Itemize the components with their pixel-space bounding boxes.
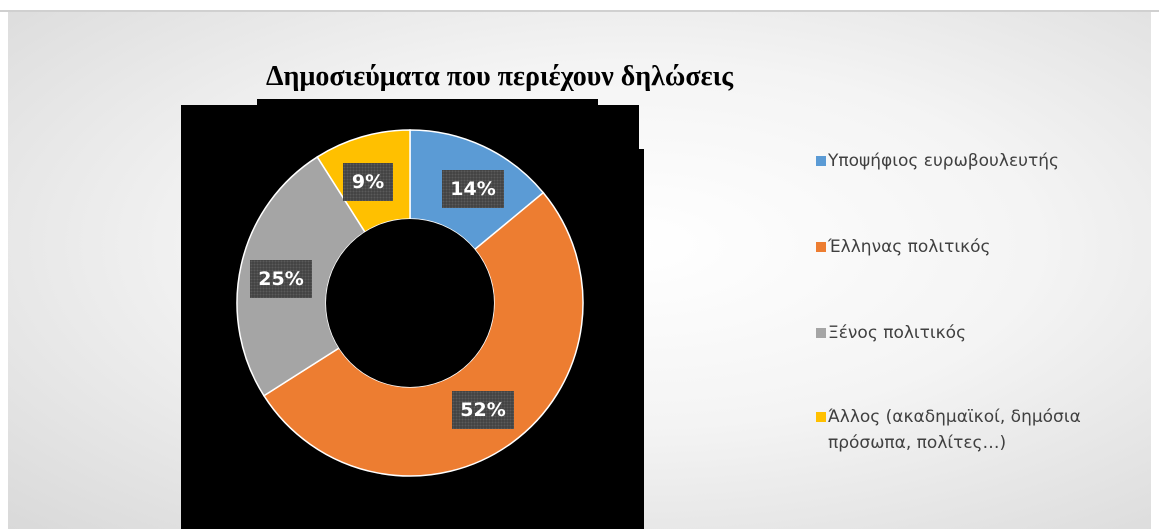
legend-swatch — [816, 328, 826, 338]
legend-swatch — [816, 412, 826, 422]
legend-entry: Άλλος (ακαδημαϊκοί, δημόσια πρόσωπα, πολ… — [816, 404, 1146, 456]
legend-entry: Ξένος πολιτικός — [816, 320, 1146, 346]
legend-entry: Υποψήφιος ευρωβουλευτής — [816, 148, 1146, 174]
legend-label: Άλλος (ακαδημαϊκοί, δημόσια πρόσωπα, πολ… — [816, 404, 1146, 456]
legend-swatch — [816, 156, 826, 166]
legend-label: Ξένος πολιτικός — [816, 320, 1146, 346]
legend-swatch — [816, 242, 826, 252]
data-label-other: 9% — [343, 163, 393, 201]
legend-label: Έλληνας πολιτικός — [816, 234, 1146, 260]
legend-entry: Έλληνας πολιτικός — [816, 234, 1146, 260]
data-label-greek-politician: 52% — [452, 391, 514, 429]
data-label-candidate-mep: 14% — [442, 170, 504, 208]
legend-label: Υποψήφιος ευρωβουλευτής — [816, 148, 1146, 174]
donut-hole — [326, 219, 494, 387]
chart-area: Δημοσιεύματα που περιέχουν δηλώσεις 14% 5… — [8, 12, 1151, 529]
data-label-foreign-politician: 25% — [250, 260, 312, 298]
